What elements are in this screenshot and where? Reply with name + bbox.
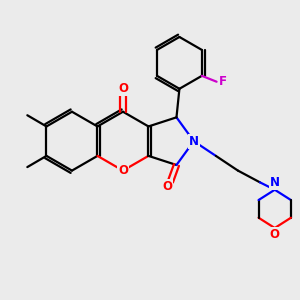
- Text: F: F: [219, 75, 227, 88]
- Text: O: O: [118, 164, 128, 177]
- Text: N: N: [270, 176, 280, 190]
- Text: O: O: [270, 228, 280, 241]
- Text: O: O: [118, 82, 128, 95]
- Text: N: N: [189, 135, 199, 148]
- Text: O: O: [162, 180, 172, 194]
